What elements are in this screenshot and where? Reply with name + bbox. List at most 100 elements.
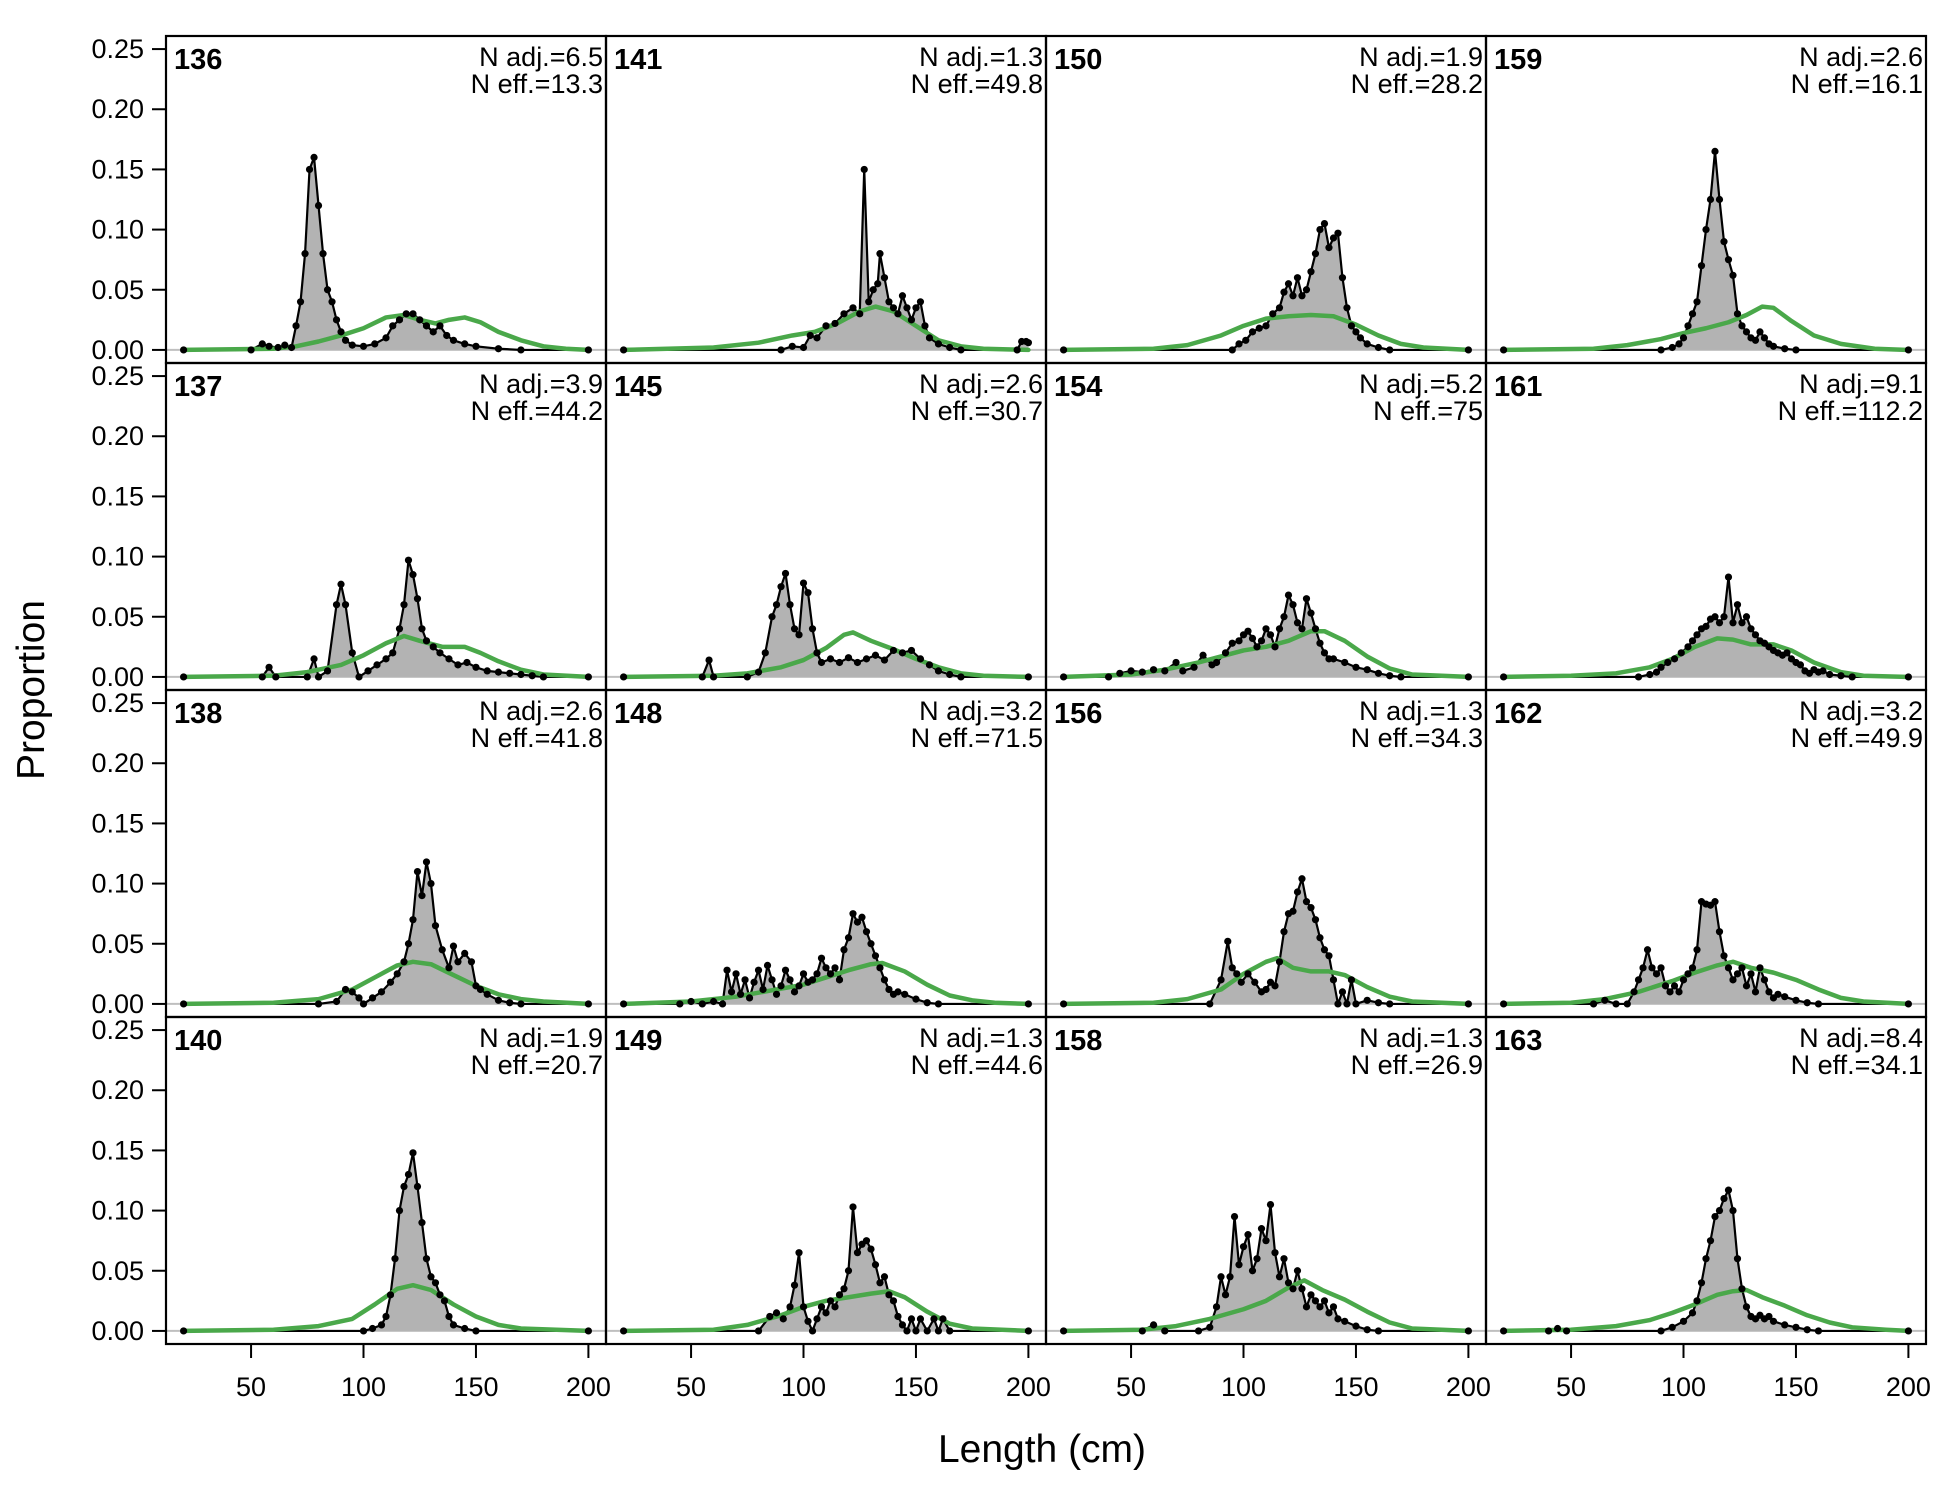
observed-point bbox=[1262, 1237, 1270, 1245]
observed-point bbox=[1325, 952, 1333, 960]
observed-point bbox=[1228, 639, 1236, 647]
observed-point bbox=[472, 342, 480, 350]
observed-point bbox=[1233, 970, 1241, 978]
observed-point bbox=[1338, 274, 1347, 282]
observed-point bbox=[1760, 976, 1769, 984]
observed-point bbox=[1298, 625, 1306, 633]
observed-point bbox=[1311, 916, 1320, 924]
observed-point bbox=[1024, 339, 1032, 347]
observed-point bbox=[382, 334, 390, 342]
observed-point bbox=[287, 343, 296, 352]
y-tick-label: 0.10 bbox=[91, 215, 144, 245]
observed-point bbox=[799, 343, 808, 352]
x-tick-label: 200 bbox=[1006, 1372, 1051, 1402]
observed-point bbox=[1266, 631, 1275, 639]
observed-point bbox=[727, 988, 736, 996]
observed-point bbox=[795, 631, 803, 639]
observed-point bbox=[1679, 976, 1688, 984]
observed-point bbox=[1500, 673, 1508, 681]
x-tick-label: 100 bbox=[341, 1372, 386, 1402]
observed-point bbox=[1289, 601, 1297, 609]
observed-point bbox=[804, 1317, 812, 1325]
observed-point bbox=[826, 1297, 835, 1305]
observed-point bbox=[1206, 1323, 1214, 1331]
observed-point bbox=[831, 1303, 839, 1311]
observed-point bbox=[389, 649, 397, 657]
n-adj-label: N adj.=1.9 bbox=[1359, 42, 1483, 72]
observed-point bbox=[1715, 195, 1724, 204]
observed-point bbox=[341, 601, 350, 609]
observed-point bbox=[777, 583, 785, 591]
observed-point bbox=[1630, 988, 1638, 996]
panel-id-label: 158 bbox=[1054, 1025, 1102, 1057]
observed-point bbox=[1275, 1273, 1284, 1281]
y-tick-label: 0.20 bbox=[91, 421, 144, 451]
observed-point bbox=[813, 1315, 821, 1323]
observed-point bbox=[849, 1203, 857, 1211]
observed-point bbox=[912, 304, 920, 312]
observed-point bbox=[1634, 673, 1643, 681]
x-tick-label: 200 bbox=[1886, 1372, 1931, 1402]
observed-point bbox=[314, 1000, 323, 1008]
observed-point bbox=[1325, 244, 1333, 252]
observed-point bbox=[1356, 334, 1365, 342]
expected-line bbox=[181, 312, 591, 353]
observed-point bbox=[1711, 147, 1719, 155]
observed-point bbox=[1343, 1000, 1351, 1008]
observed-point bbox=[1711, 1213, 1719, 1221]
observed-point bbox=[348, 341, 356, 349]
observed-point bbox=[1280, 613, 1288, 621]
observed-point bbox=[790, 625, 799, 633]
observed-point bbox=[371, 340, 379, 348]
observed-point bbox=[440, 1297, 449, 1305]
observed-point bbox=[1781, 1321, 1789, 1329]
observed-area bbox=[1503, 151, 1909, 350]
panel-141: 141 N adj.=1.3N eff.=49.8 bbox=[604, 34, 1048, 365]
observed-point bbox=[274, 343, 282, 352]
observed-point bbox=[1904, 673, 1912, 681]
y-tick-label: 0.20 bbox=[91, 748, 144, 778]
observed-point bbox=[400, 1182, 408, 1191]
y-tick-label: 0.00 bbox=[91, 335, 144, 365]
n-eff-label: N eff.=13.3 bbox=[471, 69, 603, 99]
panel-148: 148 N adj.=3.2N eff.=71.5 bbox=[604, 688, 1048, 1019]
observed-line bbox=[183, 156, 589, 352]
observed-point bbox=[698, 1000, 706, 1008]
observed-point bbox=[1724, 1186, 1733, 1194]
observed-point bbox=[1464, 1327, 1472, 1335]
observed-point bbox=[1711, 613, 1719, 621]
expected-line bbox=[1501, 304, 1911, 353]
observed-point bbox=[916, 1315, 925, 1323]
observed-point bbox=[332, 316, 341, 324]
observed-point bbox=[871, 1261, 880, 1269]
observed-point bbox=[1104, 673, 1113, 681]
observed-point bbox=[1751, 336, 1760, 344]
observed-point bbox=[436, 1291, 444, 1299]
panel-id-label: 138 bbox=[174, 698, 222, 730]
observed-point bbox=[1235, 1261, 1243, 1269]
observed-point bbox=[709, 673, 718, 681]
observed-point bbox=[923, 999, 931, 1007]
observed-point bbox=[303, 673, 311, 681]
observed-point bbox=[885, 985, 893, 994]
observed-point bbox=[1275, 304, 1284, 312]
x-tick-label: 50 bbox=[676, 1372, 706, 1402]
observed-point bbox=[1024, 1000, 1032, 1008]
observed-point bbox=[323, 286, 332, 294]
observed-point bbox=[1386, 672, 1394, 680]
observed-point bbox=[272, 673, 280, 681]
observed-point bbox=[1706, 195, 1715, 204]
observed-point bbox=[1302, 286, 1311, 294]
observed-point bbox=[368, 1324, 377, 1333]
observed-point bbox=[1190, 663, 1198, 671]
observed-point bbox=[844, 934, 853, 942]
observed-point bbox=[422, 637, 431, 645]
observed-point bbox=[871, 651, 880, 659]
observed-point bbox=[1657, 964, 1665, 972]
observed-point bbox=[436, 649, 444, 657]
observed-point bbox=[934, 1000, 943, 1008]
observed-point bbox=[1783, 649, 1791, 657]
observed-point bbox=[1293, 274, 1302, 282]
observed-point bbox=[1397, 673, 1405, 681]
observed-point bbox=[382, 655, 390, 663]
